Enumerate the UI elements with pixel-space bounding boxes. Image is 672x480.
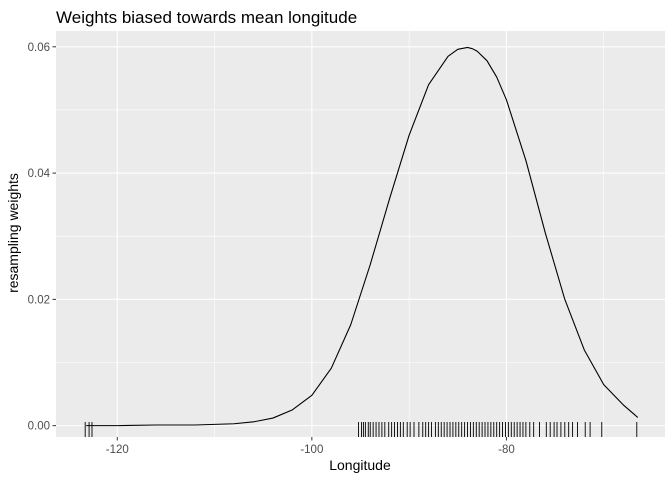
x-tick-label: -100 bbox=[300, 444, 323, 456]
x-tick-label: -120 bbox=[106, 444, 129, 456]
x-axis-ticks: -120 -100 -80 bbox=[106, 437, 515, 456]
plot-panel bbox=[56, 31, 665, 437]
minor-gridlines bbox=[56, 31, 665, 437]
y-tick-label: 0.04 bbox=[28, 168, 51, 180]
y-axis-title: resampling weights bbox=[5, 173, 21, 293]
y-tick-label: 0.00 bbox=[28, 421, 50, 433]
major-gridlines bbox=[56, 31, 665, 437]
chart-title: Weights biased towards mean longitude bbox=[56, 8, 357, 27]
y-tick-label: 0.02 bbox=[28, 294, 50, 306]
density-line bbox=[86, 46, 639, 427]
y-axis-ticks: 0.00 0.02 0.04 0.06 bbox=[28, 42, 56, 433]
rug-marks bbox=[84, 422, 638, 437]
y-tick-label: 0.06 bbox=[28, 42, 50, 54]
x-axis-title: Longitude bbox=[329, 457, 391, 473]
x-tick-label: -80 bbox=[498, 444, 515, 456]
